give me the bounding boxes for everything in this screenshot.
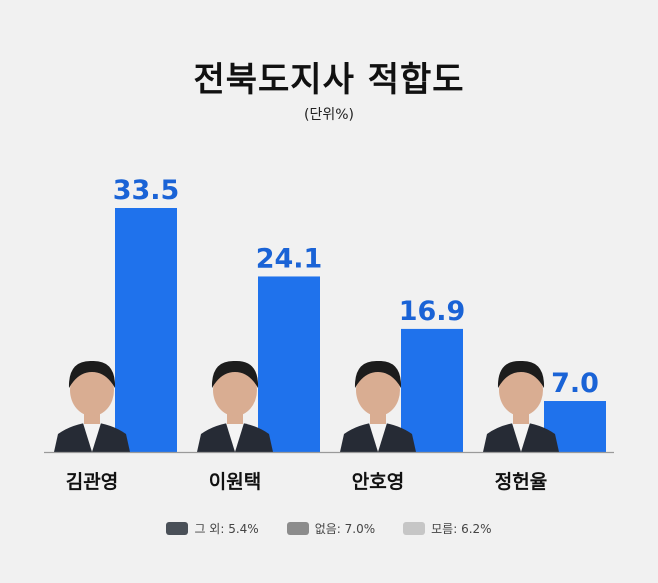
legend-swatch-other [166,522,189,535]
data-label: 24.1 [256,243,323,274]
legend-item-other: 그 외: 5.4% [166,520,259,537]
candidate-photo-icon [54,360,130,452]
bar [115,208,177,452]
legend-label-none: 없음: 7.0% [314,522,376,536]
category-label: 이원택 [209,471,261,493]
legend-swatch-none [286,522,309,535]
candidate-photo-icon [340,360,416,452]
data-label: 33.5 [113,175,180,206]
legend-swatch-unknown [403,522,426,535]
candidate-photo-icon [483,360,559,452]
chart-subtitle: (단위%) [304,107,354,123]
bar [401,328,463,452]
bar [258,276,320,452]
candidate-photo-icon [197,360,273,452]
legend-item-unknown: 모름: 6.2% [403,520,492,537]
legend-label-other: 그 외: 5.4% [194,522,259,536]
chart-title: 전북도지사 적합도 [193,60,465,100]
data-label: 16.9 [399,296,466,327]
legend-label-unknown: 모름: 6.2% [431,522,492,536]
category-label: 안호영 [352,471,404,493]
data-label: 7.0 [551,368,599,399]
category-label: 김관영 [66,471,118,493]
category-label: 정헌율 [495,471,547,493]
legend-item-none: 없음: 7.0% [286,520,376,537]
legend: 그 외: 5.4% 없음: 7.0% 모름: 6.2% [0,520,658,537]
